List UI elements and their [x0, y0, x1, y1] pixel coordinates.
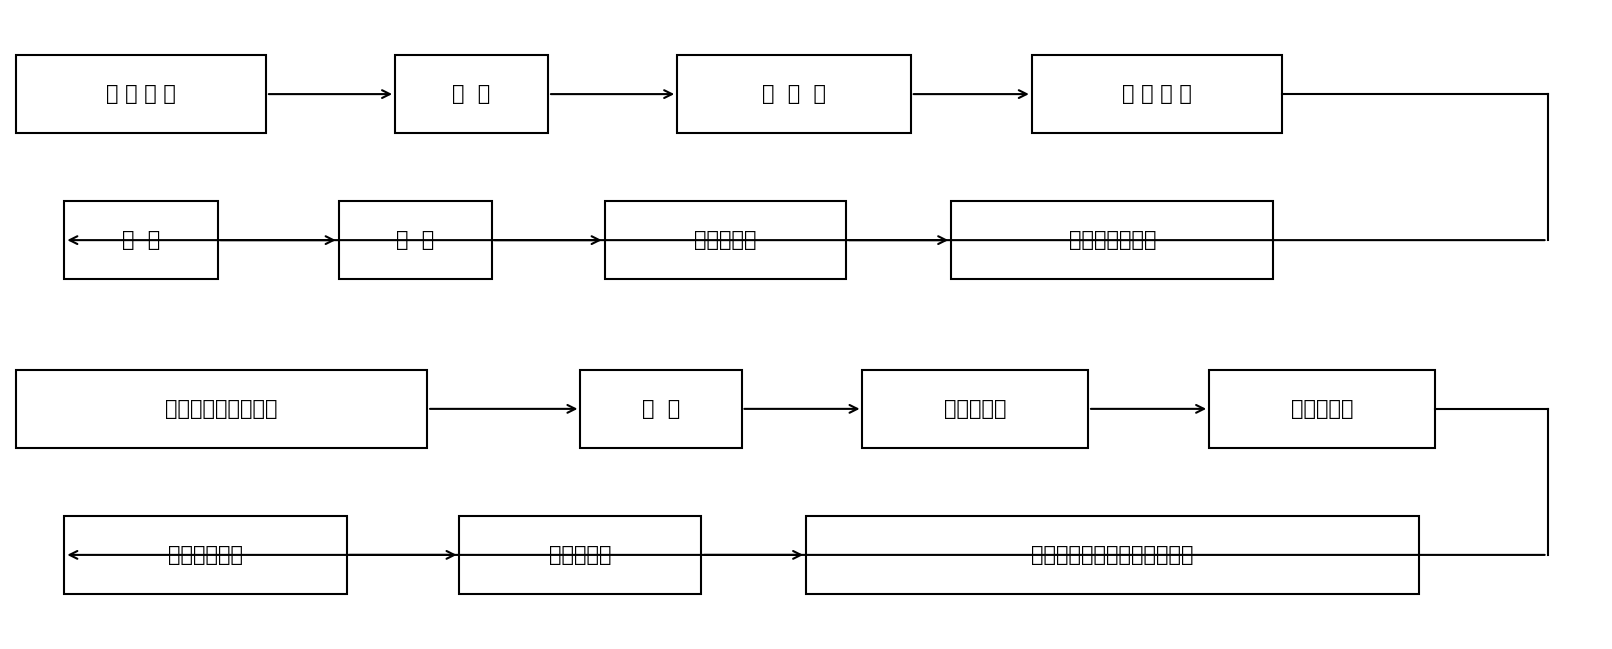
Text: 丝筒或丝卷准备牵伸: 丝筒或丝卷准备牵伸: [166, 399, 277, 419]
FancyBboxPatch shape: [580, 370, 742, 448]
Text: 凝  固  浴: 凝 固 浴: [762, 84, 825, 104]
Text: 水 洗 牵 伸: 水 洗 牵 伸: [1122, 84, 1191, 104]
FancyBboxPatch shape: [64, 201, 218, 279]
FancyBboxPatch shape: [395, 55, 548, 133]
FancyBboxPatch shape: [16, 55, 266, 133]
Text: 上  油: 上 油: [123, 230, 160, 250]
Text: 喷  丝: 喷 丝: [453, 84, 490, 104]
Text: 多辊牵伸机: 多辊牵伸机: [945, 399, 1006, 419]
Text: 落筒或卷绕: 落筒或卷绕: [550, 545, 611, 565]
FancyBboxPatch shape: [339, 201, 492, 279]
Text: 成品丝筒或丝卷去碳化或销售: 成品丝筒或丝卷去碳化或销售: [1032, 545, 1193, 565]
Text: 丝筒或丝卷下线: 丝筒或丝卷下线: [1069, 230, 1156, 250]
Text: 干燥或热定型: 干燥或热定型: [168, 545, 243, 565]
Text: 蒸汽牵伸机: 蒸汽牵伸机: [1291, 399, 1352, 419]
FancyBboxPatch shape: [1209, 370, 1435, 448]
FancyBboxPatch shape: [951, 201, 1273, 279]
FancyBboxPatch shape: [862, 370, 1088, 448]
FancyBboxPatch shape: [604, 201, 846, 279]
Text: 落筒或卷绕: 落筒或卷绕: [695, 230, 756, 250]
FancyBboxPatch shape: [1032, 55, 1282, 133]
FancyBboxPatch shape: [806, 516, 1419, 594]
Text: 原 液 计 量: 原 液 计 量: [106, 84, 176, 104]
Text: 干  燥: 干 燥: [397, 230, 434, 250]
FancyBboxPatch shape: [459, 516, 701, 594]
FancyBboxPatch shape: [16, 370, 427, 448]
FancyBboxPatch shape: [64, 516, 347, 594]
FancyBboxPatch shape: [677, 55, 911, 133]
Text: 压  辊: 压 辊: [642, 399, 680, 419]
